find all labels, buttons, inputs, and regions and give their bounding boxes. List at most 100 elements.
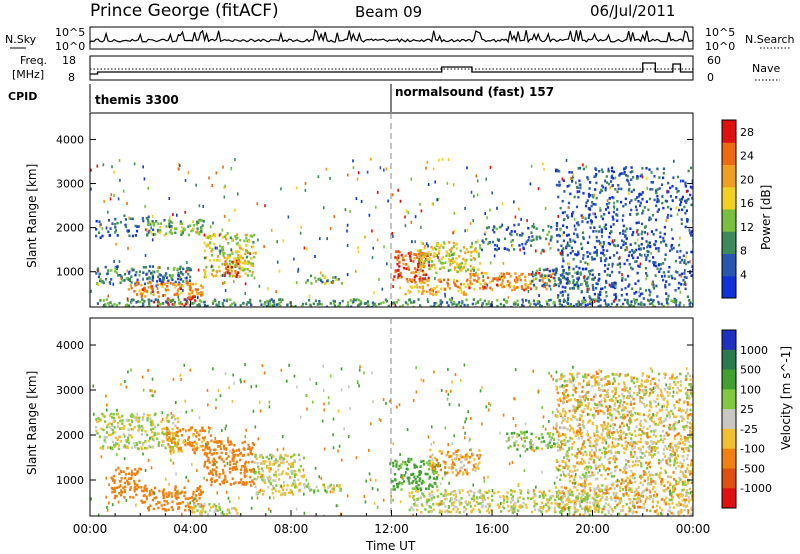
heatmap-cell [193,501,196,505]
heatmap-cell [396,485,399,488]
heatmap-cell [441,266,444,269]
heatmap-cell [629,213,632,216]
heatmap-cell [667,270,670,273]
heatmap-cell [237,259,240,262]
heatmap-cell [620,172,623,175]
heatmap-cell [580,289,583,293]
heatmap-cell [152,492,155,496]
heatmap-cell [596,403,599,406]
heatmap-cell [174,494,177,497]
heatmap-cell [151,274,154,278]
heatmap-cell [599,499,602,503]
heatmap-cell [167,443,170,446]
heatmap-cell [672,300,675,303]
heatmap-cell [168,231,171,234]
heatmap-cell [413,498,416,501]
heatmap-cell [148,276,151,279]
heatmap-cell [580,495,583,499]
heatmap-cell [549,431,552,435]
heatmap-cell [426,472,429,476]
heatmap-cell [166,495,169,498]
heatmap-cell [234,465,238,469]
heatmap-cell [623,170,626,174]
heatmap-cell [101,234,104,238]
heatmap-cell [503,237,507,241]
heatmap-cell [116,425,120,428]
heatmap-cell [188,267,191,270]
heatmap-cell [613,460,616,464]
heatmap-cell [257,238,259,242]
heatmap-cell [405,463,409,467]
heatmap-cell [400,474,403,477]
heatmap-cell [529,282,532,285]
heatmap-cell [549,239,552,242]
heatmap-cell [209,237,213,240]
heatmap-cell [213,468,216,472]
heatmap-cell [419,268,422,272]
heatmap-cell [631,305,634,307]
heatmap-cell [662,305,665,307]
heatmap-cell [476,193,479,197]
heatmap-cell [587,383,590,386]
heatmap-cell [518,276,521,279]
heatmap-cell [140,293,143,297]
heatmap-cell [398,261,401,264]
heatmap-cell [298,470,301,473]
heatmap-cell [399,286,401,290]
heatmap-cell [124,476,127,480]
heatmap-cell [472,452,475,456]
heatmap-cell [170,441,174,444]
heatmap-cell [160,281,163,285]
heatmap-cell [481,303,483,307]
heatmap-cell [144,204,146,208]
heatmap-cell [447,269,450,272]
heatmap-cell [182,280,185,283]
heatmap-cell [433,466,436,469]
heatmap-cell [416,508,419,512]
heatmap-cell [585,284,588,287]
heatmap-cell [174,491,177,495]
heatmap-cell [413,278,416,282]
heatmap-cell [444,491,447,494]
heatmap-cell [468,456,472,459]
heatmap-cell [690,234,693,237]
heatmap-cell [101,227,104,231]
heatmap-cell [132,496,135,499]
heatmap-cell [192,294,195,298]
heatmap-cell [531,510,534,514]
heatmap-cell [593,251,596,254]
heatmap-cell [446,281,449,285]
heatmap-cell [184,441,187,444]
heatmap-cell [675,303,678,307]
heatmap-cell [590,220,593,223]
heatmap-cell [282,239,285,243]
heatmap-cell [224,289,227,292]
heatmap-cell [437,278,440,282]
heatmap-cell [166,432,169,435]
heatmap-cell [268,467,271,470]
heatmap-cell [544,281,547,285]
heatmap-cell [214,440,217,444]
heatmap-cell [561,249,564,253]
heatmap-cell [580,242,583,246]
heatmap-cell [172,213,174,217]
heatmap-cell [137,305,140,307]
heatmap-cell [397,274,400,278]
heatmap-cell [200,227,203,230]
heatmap-cell [683,259,686,262]
heatmap-cell [652,391,655,394]
heatmap-cell [516,299,519,303]
heatmap-cell [605,175,608,178]
heatmap-cell [545,268,548,271]
heatmap-cell [511,511,514,515]
heatmap-cell [673,460,676,464]
heatmap-cell [595,196,598,200]
heatmap-cell [126,269,128,273]
heatmap-cell [438,511,441,514]
heatmap-cell [192,493,195,496]
heatmap-cell [641,384,644,388]
heatmap-cell [178,301,181,305]
heatmap-cell [523,440,526,443]
heatmap-cell [440,510,443,513]
heatmap-cell [392,464,395,468]
